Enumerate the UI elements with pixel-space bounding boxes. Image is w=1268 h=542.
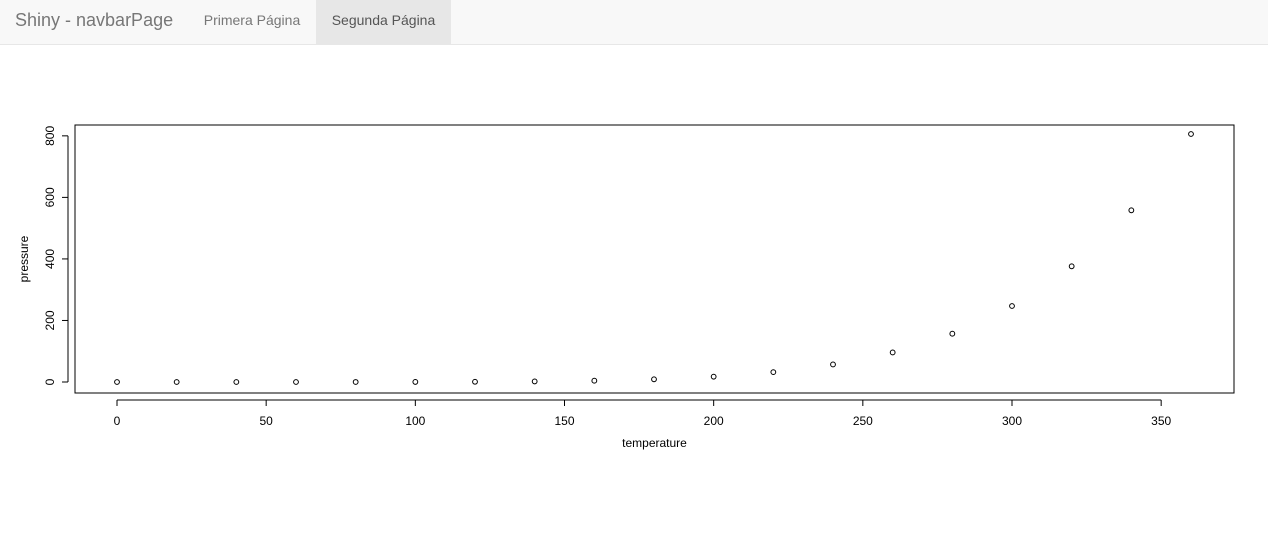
y-tick-label: 400 — [43, 249, 57, 269]
y-tick-label: 600 — [43, 187, 57, 207]
data-point — [1009, 303, 1015, 309]
plot-box — [74, 124, 1235, 394]
x-tick-label: 200 — [704, 414, 724, 428]
data-point — [1068, 263, 1075, 270]
data-point — [770, 369, 777, 376]
data-point — [949, 330, 956, 337]
data-point — [233, 379, 240, 385]
scatter-plot: 0 50 100 150 200 250 300 350 0 200 400 600 800 tempe… — [17, 124, 1235, 450]
tab-segunda-pagina[interactable]: Segunda Página — [316, 0, 451, 44]
tab-primera-pagina[interactable]: Primera Página — [203, 12, 301, 28]
y-tick-label: 200 — [43, 310, 57, 330]
data-point — [352, 379, 359, 385]
data-point — [710, 373, 717, 380]
data-point — [591, 377, 598, 384]
x-tick-label: 300 — [1002, 414, 1022, 428]
data-point — [412, 379, 419, 385]
data-point — [114, 379, 120, 385]
data-point — [531, 378, 538, 385]
y-tick-label: 800 — [43, 126, 57, 146]
y-tick-label: 0 — [43, 378, 57, 385]
plot-output: 0 50 100 150 200 250 300 350 0 200 400 600 800 tempe… — [0, 83, 1268, 483]
data-point — [472, 378, 478, 385]
data-point — [830, 361, 836, 368]
x-tick-label: 100 — [405, 414, 425, 428]
top-navbar: Shiny - navbarPage Primera Página Segund… — [0, 0, 1268, 45]
x-tick-label: 150 — [554, 414, 574, 428]
x-tick-label: 350 — [1151, 414, 1171, 428]
x-tick-label: 50 — [259, 414, 273, 428]
x-axis-label: temperature — [622, 436, 687, 450]
x-tick-label: 250 — [853, 414, 873, 428]
data-point — [889, 349, 896, 356]
data-point — [173, 379, 180, 385]
data-point — [293, 379, 299, 385]
data-point — [1188, 131, 1194, 137]
data-point — [651, 376, 657, 383]
y-axis-label: pressure — [17, 235, 31, 282]
x-tick-label: 0 — [114, 414, 121, 428]
data-point — [1128, 207, 1135, 214]
navbar-brand[interactable]: Shiny - navbarPage — [15, 10, 174, 30]
